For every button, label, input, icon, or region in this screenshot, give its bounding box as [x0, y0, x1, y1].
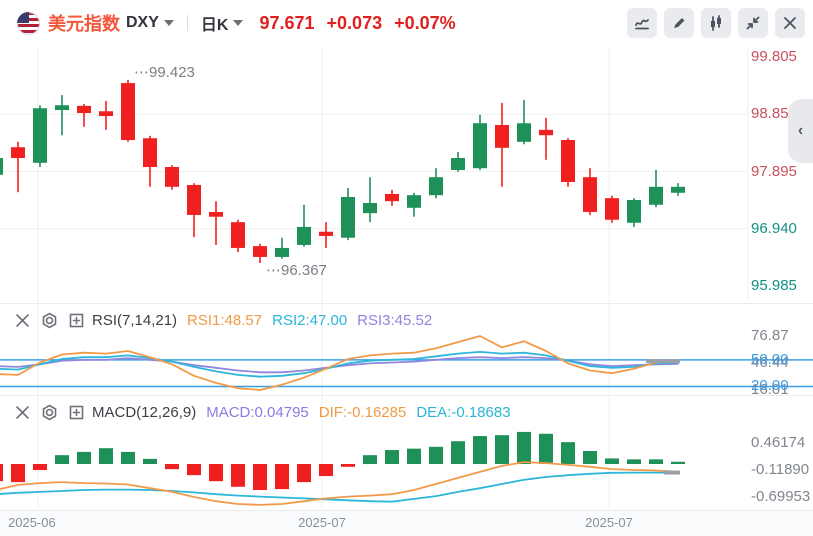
close-chart-button[interactable] — [775, 8, 805, 38]
indicator-chart-button[interactable] — [627, 8, 657, 38]
price-axis-tick: 96.940 — [751, 219, 797, 237]
rsi1-value: RSI1:48.57 — [187, 311, 263, 329]
time-tick: 2025-07 — [298, 515, 346, 530]
rsi-axis-tick: 16.01 — [751, 381, 789, 398]
price-change-pct: +0.07% — [394, 12, 456, 33]
price-change: +0.073 — [326, 12, 383, 33]
ticker-code[interactable]: DXY — [126, 14, 159, 31]
plus-square-icon — [69, 313, 84, 327]
macd-axis-tick: -0.69953 — [751, 487, 811, 505]
rsi-axis-tick: 76.87 — [751, 327, 789, 344]
close-icon — [16, 313, 29, 327]
collapse-button[interactable] — [738, 8, 768, 38]
price-axis-tick: 98.850 — [751, 105, 797, 123]
rsi-expand-button[interactable] — [68, 312, 85, 329]
dif-value: DIF:-0.16285 — [318, 403, 407, 421]
divider — [186, 15, 188, 31]
chart-toolbar — [627, 8, 805, 38]
plus-square-icon — [69, 405, 84, 419]
close-icon — [16, 405, 29, 419]
us-flag-icon — [17, 11, 40, 35]
candle-style-button[interactable] — [701, 8, 731, 38]
rsi-header: RSI(7,14,21) RSI1:48.57 RSI2:47.00 RSI3:… — [0, 306, 748, 334]
rsi2-value: RSI2:47.00 — [272, 311, 348, 329]
rsi-guide-label: 20.00 — [751, 377, 789, 395]
gear-icon — [42, 312, 57, 328]
rsi-settings-button[interactable] — [41, 312, 58, 329]
time-tick: 2025-07 — [585, 515, 633, 530]
macd-axis-tick: 0.46174 — [751, 433, 806, 451]
gear-icon — [42, 404, 57, 420]
period-selector[interactable]: 日K — [200, 17, 229, 34]
dea-value: DEA:-0.18683 — [416, 403, 511, 421]
macd-close-button[interactable] — [14, 404, 31, 421]
price-axis-tick: 97.895 — [751, 162, 797, 180]
rsi-close-button[interactable] — [14, 312, 31, 329]
time-tick: 2025-06 — [8, 515, 56, 530]
panel-collapse-tab[interactable]: ‹ — [788, 99, 813, 163]
macd-settings-button[interactable] — [41, 404, 58, 421]
rsi-title: RSI(7,14,21) — [92, 311, 178, 329]
close-icon — [784, 17, 796, 29]
price-axis-tick: 95.985 — [751, 277, 797, 294]
price-axis-tick: 99.805 — [751, 48, 797, 65]
macd-header: MACD(12,26,9) MACD:0.04795 DIF:-0.16285 … — [0, 398, 748, 426]
rsi-guide-label: 50.00 — [751, 350, 789, 368]
chart-header: 美元指数 DXY 日K 97.671 +0.073 +0.07% — [0, 0, 813, 46]
low-price-annotation: ⋯96.367 — [266, 262, 327, 280]
high-price-annotation: ⋯99.423 — [134, 63, 195, 81]
macd-value: MACD:0.04795 — [206, 403, 309, 421]
candlestick-icon — [711, 15, 721, 31]
pencil-icon — [674, 18, 685, 28]
chevron-down-icon[interactable] — [233, 20, 244, 26]
collapse-icon — [746, 16, 760, 30]
macd-expand-button[interactable] — [68, 404, 85, 421]
macd-axis-tick: -0.11890 — [751, 460, 810, 478]
chevron-down-icon[interactable] — [163, 20, 174, 26]
macd-title: MACD(12,26,9) — [92, 403, 197, 421]
symbol-name: 美元指数 — [48, 14, 120, 34]
last-price: 97.671 — [259, 12, 315, 33]
rsi3-value: RSI3:45.52 — [357, 311, 433, 329]
draw-button[interactable] — [664, 8, 694, 38]
rsi-axis-tick: 46.44 — [751, 354, 789, 371]
indicator-chart-icon — [635, 19, 649, 30]
time-axis: 2025-06 2025-07 2025-07 — [0, 510, 813, 536]
